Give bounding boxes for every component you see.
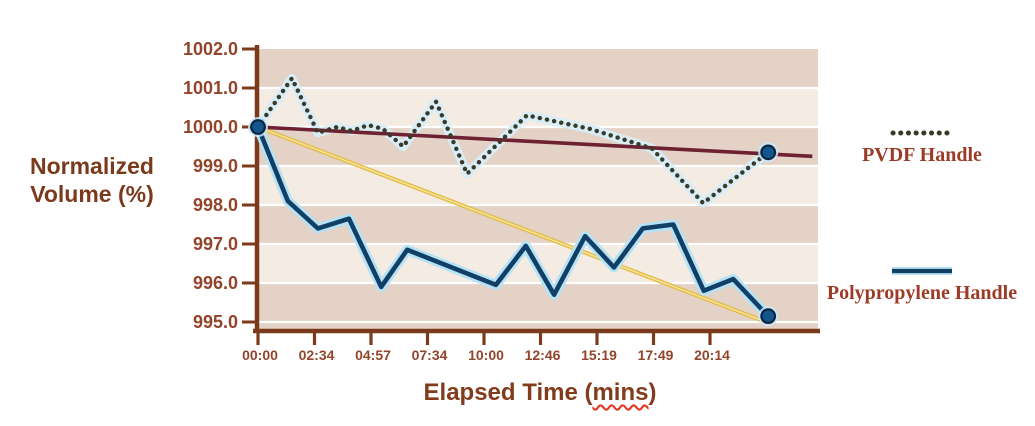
x-tick-label: 12:46	[525, 347, 561, 363]
y-tick-label: 995.0	[193, 312, 238, 332]
polypropylene-legend-label: Polypropylene Handle	[826, 282, 1018, 304]
pvdf-legend-dotted-line-swatch	[826, 122, 1018, 145]
data-point-marker	[760, 144, 777, 161]
y-axis-title: Normalized Volume (%)	[4, 152, 180, 208]
plot-band	[259, 166, 818, 205]
x-axis-title-prefix: Elapsed Time (	[423, 379, 593, 406]
x-axis-title-suffix: )	[648, 379, 657, 406]
y-tick-label: 997.0	[193, 234, 238, 254]
x-tick-label: 15:19	[581, 347, 617, 363]
plot-band	[259, 49, 818, 88]
y-tick-label: 1001.0	[183, 78, 238, 98]
y-tick-label: 1002.0	[183, 39, 238, 59]
y-tick-label: 996.0	[193, 273, 238, 293]
x-tick-label: 10:00	[468, 347, 504, 363]
x-tick-label: 00:00	[242, 347, 278, 363]
x-tick-label: 17:49	[638, 347, 674, 363]
plot-band	[259, 283, 818, 331]
polypropylene-trendline-highlight	[257, 126, 767, 323]
pvdf-handle-dotted-line	[255, 76, 771, 206]
polypropylene-handle-line	[255, 124, 771, 319]
y-axis-title-line1: Normalized	[30, 153, 154, 179]
polypropylene-legend-line-swatch	[826, 260, 1018, 283]
y-tick-label: 1000.0	[183, 117, 238, 137]
x-axis-title: Elapsed Time (mins)	[305, 379, 775, 407]
pvdf-legend-label: PVDF Handle	[862, 144, 982, 166]
data-point-marker	[250, 119, 266, 135]
x-tick-label: 02:34	[299, 347, 335, 363]
x-tick-label: 07:34	[412, 347, 448, 363]
data-point-marker	[760, 308, 777, 325]
x-tick-label: 04:57	[355, 347, 391, 363]
y-tick-label: 999.0	[193, 156, 238, 176]
legend: PVDF Handle Polypropylene Handle	[826, 100, 1018, 320]
y-axis-title-line2: Volume (%)	[30, 181, 154, 207]
x-tick-label: 20:14	[694, 347, 730, 363]
x-axis-title-word: mins	[592, 379, 649, 406]
y-tick-label: 998.0	[193, 195, 238, 215]
